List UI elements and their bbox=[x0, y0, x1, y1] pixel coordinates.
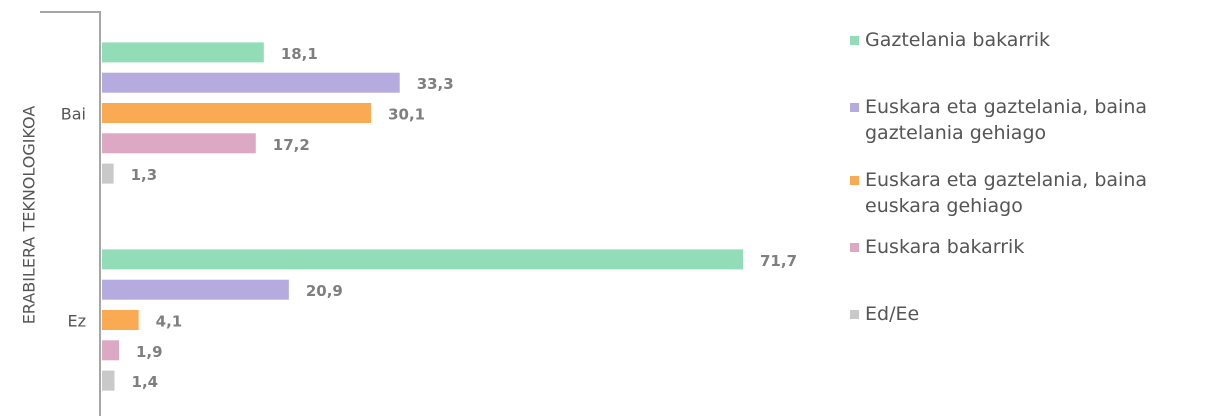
legend-item: Ed/Ee bbox=[850, 301, 1210, 327]
legend-swatch bbox=[850, 103, 859, 112]
value-label: 18,1 bbox=[281, 45, 318, 63]
value-label: 17,2 bbox=[273, 136, 310, 154]
bar bbox=[102, 310, 139, 330]
category-label: Bai bbox=[61, 105, 86, 124]
value-label: 1,3 bbox=[131, 166, 158, 184]
value-label: 33,3 bbox=[417, 75, 454, 93]
legend-item: Euskara eta gaztelania, baina euskara ge… bbox=[850, 167, 1210, 219]
legend-swatch bbox=[850, 310, 859, 319]
value-label: 30,1 bbox=[388, 106, 425, 124]
legend-item: Gaztelania bakarrik bbox=[850, 27, 1210, 53]
bar bbox=[102, 103, 372, 123]
bar bbox=[102, 340, 119, 361]
value-label: 4,1 bbox=[156, 313, 183, 331]
value-label: 20,9 bbox=[306, 282, 343, 300]
legend-swatch bbox=[850, 176, 859, 185]
legend-swatch bbox=[850, 36, 859, 45]
axis-line bbox=[40, 11, 101, 416]
bar bbox=[102, 72, 400, 93]
legend-item: Euskara eta gaztelania, baina gaztelania… bbox=[850, 94, 1210, 146]
value-label: 1,9 bbox=[136, 343, 163, 361]
bar bbox=[102, 42, 264, 63]
bar bbox=[102, 370, 115, 391]
bar bbox=[102, 133, 256, 154]
legend-text: Euskara eta gaztelania, baina euskara ge… bbox=[865, 169, 1148, 217]
legend-text: Ed/Ee bbox=[865, 303, 920, 325]
legend-item: Euskara bakarrik bbox=[850, 234, 1210, 260]
legend-text: Euskara eta gaztelania, baina gaztelania… bbox=[865, 96, 1148, 144]
bar bbox=[102, 249, 743, 270]
y-axis-label: ERABILERA TEKNOLOGIKOA bbox=[20, 106, 39, 325]
value-label: 71,7 bbox=[760, 252, 797, 270]
value-label: 1,4 bbox=[132, 373, 159, 391]
legend-text: Euskara bakarrik bbox=[865, 236, 1025, 258]
bar bbox=[102, 279, 289, 300]
category-label: Ez bbox=[67, 312, 86, 331]
legend-swatch bbox=[850, 243, 859, 252]
bar bbox=[102, 163, 114, 184]
legend-text: Gaztelania bakarrik bbox=[865, 29, 1050, 51]
